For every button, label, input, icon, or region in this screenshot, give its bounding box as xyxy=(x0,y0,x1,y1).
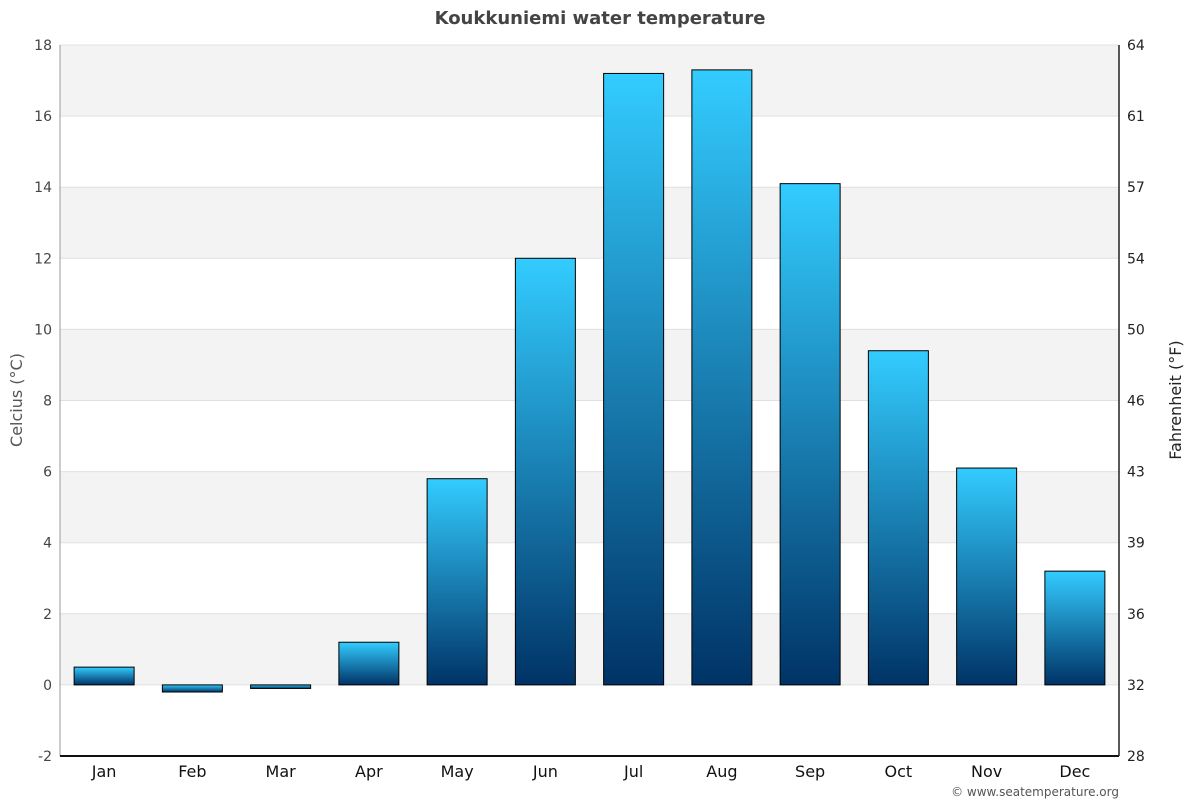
x-tick-label: Sep xyxy=(795,762,825,781)
bar-aug xyxy=(691,69,753,686)
grid-band xyxy=(60,329,1119,401)
x-tick-label: Dec xyxy=(1059,762,1090,781)
x-tick-label: Jun xyxy=(532,762,558,781)
y-tick-label: 8 xyxy=(43,394,52,410)
y2-tick-label: 46 xyxy=(1127,394,1145,410)
y2-tick-label: 64 xyxy=(1127,38,1145,54)
grid-band xyxy=(60,45,1119,117)
y2-tick-label: 28 xyxy=(1127,749,1145,765)
y-tick-label: 16 xyxy=(34,109,52,125)
bar-series xyxy=(73,69,1106,693)
grid-band xyxy=(60,471,1119,543)
y-tick-label: 4 xyxy=(43,536,52,552)
y-tick-label: 12 xyxy=(34,251,52,267)
bar-jul xyxy=(603,72,665,686)
plot-background-bands xyxy=(60,45,1119,685)
grid-band xyxy=(60,613,1119,685)
x-tick-label: May xyxy=(441,762,474,781)
grid-band xyxy=(60,187,1119,259)
bar-mar xyxy=(250,684,312,689)
y-tick-label: 14 xyxy=(34,180,52,196)
bar-oct xyxy=(867,350,929,686)
y-tick-label: 18 xyxy=(34,38,52,54)
y2-tick-label: 32 xyxy=(1127,678,1145,694)
x-tick-label: Mar xyxy=(266,762,297,781)
y2-tick-label: 43 xyxy=(1127,465,1145,481)
right-y-axis-ticks: 28 32 36 39 43 46 50 54 57 61 64 xyxy=(1127,38,1145,765)
y-tick-label: 6 xyxy=(43,465,52,481)
x-tick-label: Jul xyxy=(623,762,643,781)
y2-tick-label: 50 xyxy=(1127,322,1145,338)
bar-may xyxy=(426,478,488,686)
left-axis-title: Celcius (°C) xyxy=(7,353,26,447)
y-tick-label: 0 xyxy=(43,678,52,694)
x-tick-label: Oct xyxy=(885,762,913,781)
x-axis-month-labels: Jan Feb Mar Apr May Jun Jul Aug Sep Oct Nov Dec xyxy=(91,762,1091,781)
bar-sep xyxy=(779,183,841,686)
gridlines xyxy=(60,44,1119,686)
bar-nov xyxy=(956,467,1018,686)
y-tick-label: -2 xyxy=(38,749,52,765)
x-tick-label: Aug xyxy=(706,762,737,781)
y2-tick-label: 36 xyxy=(1127,607,1145,623)
credit-text: © www.seatemperature.org xyxy=(951,785,1119,799)
bar-apr xyxy=(338,641,400,686)
bar-jan xyxy=(73,666,135,686)
x-tick-label: Feb xyxy=(178,762,206,781)
y-tick-label: 2 xyxy=(43,607,52,623)
chart-title: Koukkuniemi water temperature xyxy=(435,8,766,29)
y2-tick-label: 61 xyxy=(1127,109,1145,125)
bar-dec xyxy=(1044,570,1106,686)
y-tick-label: 10 xyxy=(34,322,52,338)
y2-tick-label: 39 xyxy=(1127,536,1145,552)
x-tick-label: Apr xyxy=(355,762,383,781)
x-tick-label: Jan xyxy=(91,762,117,781)
left-y-axis-ticks: -2 0 2 4 6 8 10 12 14 16 18 xyxy=(34,38,52,765)
y2-tick-label: 57 xyxy=(1127,180,1145,196)
right-axis-title: Fahrenheit (°F) xyxy=(1166,340,1185,459)
x-tick-label: Nov xyxy=(971,762,1002,781)
bar-feb xyxy=(161,684,223,693)
bar-jun xyxy=(514,257,576,686)
y2-tick-label: 54 xyxy=(1127,251,1145,267)
